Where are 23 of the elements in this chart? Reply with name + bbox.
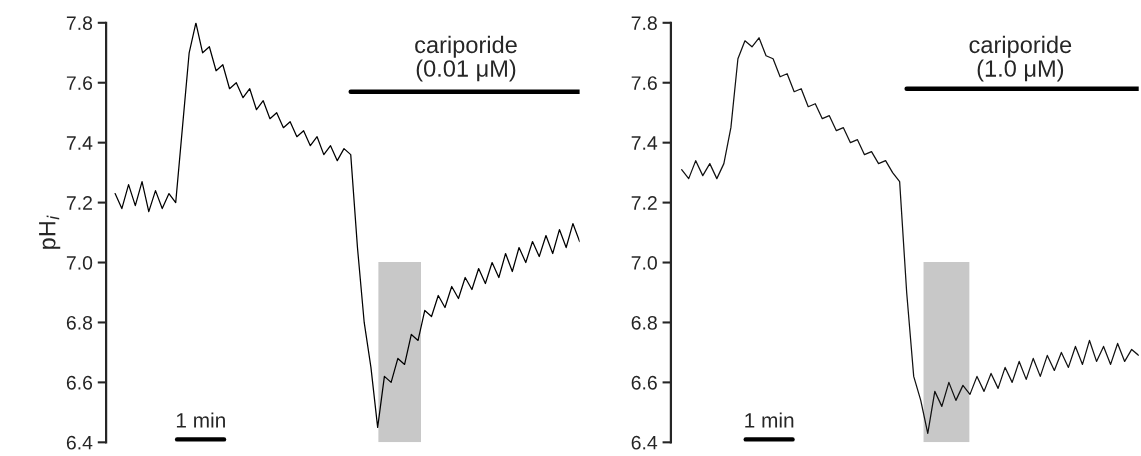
- y-tick-label: 7.6: [631, 76, 657, 90]
- y-tick-label: 7.4: [66, 136, 93, 150]
- y-tick-label: 7.4: [631, 136, 658, 150]
- y-tick-label: 6.4: [631, 435, 658, 450]
- annotation: cariporide (1.0 μM): [969, 35, 1072, 82]
- y-tick-label: 7.2: [631, 196, 657, 210]
- y-tick-label: 7.8: [631, 16, 657, 31]
- line-series: [114, 22, 580, 428]
- y-tick-label: 7.2: [66, 196, 92, 210]
- y-tick-label: 7.0: [631, 255, 657, 270]
- y-tick-label: 6.4: [66, 435, 93, 450]
- y-axis-title: pH$_{i}$: [39, 215, 61, 249]
- y-tick-label: 6.8: [66, 315, 93, 330]
- annotation: cariporide (0.01 μM): [415, 35, 517, 82]
- line-series: [681, 37, 1139, 434]
- annotation: 1 min: [176, 412, 225, 428]
- y-tick-label: 7.8: [66, 16, 93, 31]
- annotation: 1 min: [745, 412, 794, 428]
- y-tick-label: 7.0: [66, 255, 93, 270]
- y-tick-label: 6.8: [631, 315, 657, 330]
- y-tick-label: 6.6: [66, 375, 93, 390]
- y-tick-label: 6.6: [631, 375, 657, 390]
- y-tick-label: 7.6: [66, 76, 93, 90]
